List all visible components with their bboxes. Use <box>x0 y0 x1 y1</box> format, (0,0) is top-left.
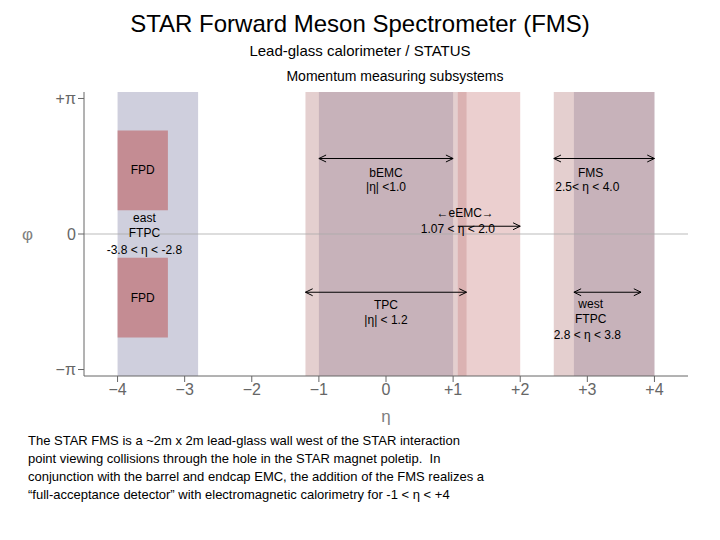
svg-text:←eEMC→: ←eEMC→ <box>437 206 494 220</box>
svg-text:2.8 < η < 3.8: 2.8 < η < 3.8 <box>554 328 622 342</box>
svg-text:FPD: FPD <box>131 291 155 305</box>
svg-text:FMS: FMS <box>578 166 603 180</box>
svg-text:0: 0 <box>67 226 76 243</box>
svg-text:−π: −π <box>56 361 76 378</box>
svg-text:φ: φ <box>22 225 33 244</box>
svg-text:FPD: FPD <box>131 163 155 177</box>
svg-text:+4: +4 <box>645 381 663 398</box>
svg-text:bEMC: bEMC <box>369 166 403 180</box>
html-text:Lead-glass calorimeter / STATU: Lead-glass calorimeter / STATUS <box>249 42 471 59</box>
svg-text:west: west <box>577 297 603 311</box>
svg-text:TPC: TPC <box>374 298 398 312</box>
svg-text:+3: +3 <box>578 381 596 398</box>
svg-text:0: 0 <box>382 381 391 398</box>
svg-text:east: east <box>133 211 156 225</box>
svg-text:+π: +π <box>56 90 76 107</box>
html-text:Momentum measuring subsystems: Momentum measuring subsystems <box>286 68 504 84</box>
svg-text:1.07 < η < 2.0: 1.07 < η < 2.0 <box>421 222 495 236</box>
svg-text:+2: +2 <box>511 381 529 398</box>
svg-text:2.5< η < 4.0: 2.5< η < 4.0 <box>555 180 619 194</box>
html-text:The STAR FMS is a ~2m x 2m lea: The STAR FMS is a ~2m x 2m lead-glass wa… <box>28 433 460 448</box>
svg-text:-3.8 < η < -2.8: -3.8 < η < -2.8 <box>107 243 183 257</box>
html-text:STAR Forward Meson Spectromete: STAR Forward Meson Spectrometer (FMS) <box>130 10 590 37</box>
html-text:“full-acceptance detector” wit: “full-acceptance detector” with electrom… <box>28 487 450 502</box>
svg-text:−3: −3 <box>176 381 194 398</box>
html-text:point viewing collisions throu: point viewing collisions through the hol… <box>28 451 441 466</box>
svg-text:|η| < 1.2: |η| < 1.2 <box>364 313 408 327</box>
svg-text:|η| <1.0: |η| <1.0 <box>366 180 406 194</box>
html-text:conjunction with the barrel an: conjunction with the barrel and endcap E… <box>28 469 484 484</box>
svg-text:+1: +1 <box>444 381 462 398</box>
svg-text:−1: −1 <box>310 381 328 398</box>
svg-text:η: η <box>381 407 390 426</box>
svg-text:FTPC: FTPC <box>129 226 161 240</box>
svg-text:−4: −4 <box>108 381 126 398</box>
svg-text:−2: −2 <box>243 381 261 398</box>
svg-text:FTPC: FTPC <box>575 312 607 326</box>
